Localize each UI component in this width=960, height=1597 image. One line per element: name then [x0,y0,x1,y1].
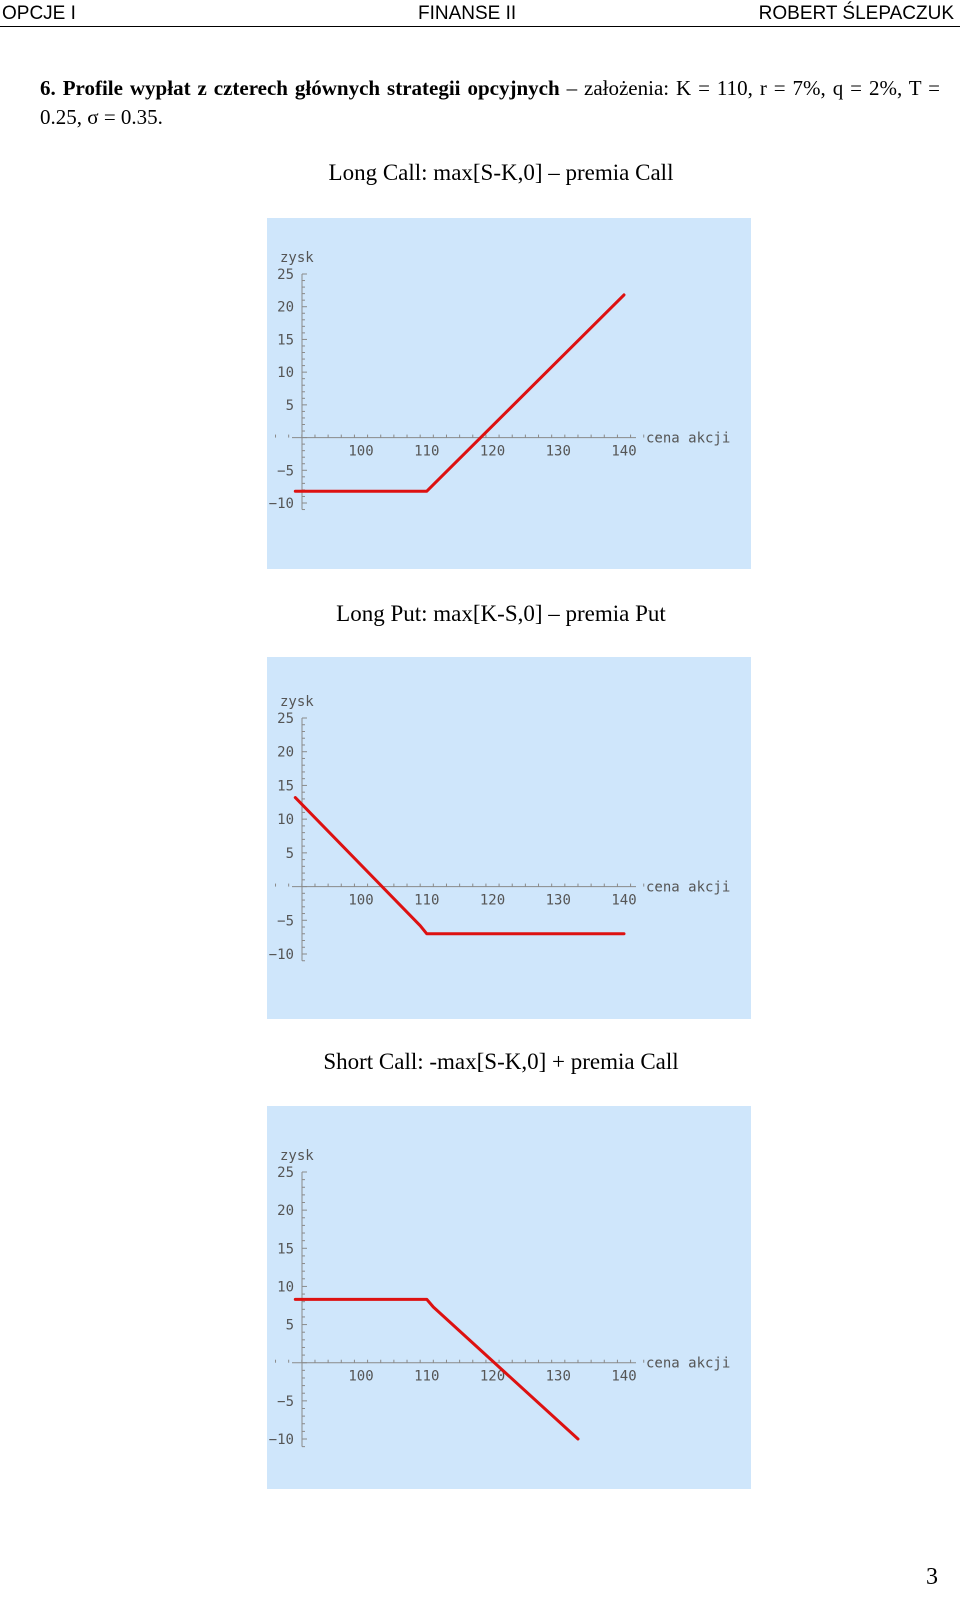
y-tick-label: −5 [277,1394,294,1410]
chart-short-call: −10 −5 5 10 15 20 25 zysk 100 110 120 130 140 cena ak… [267,1106,751,1489]
y-tick-label: 5 [286,1318,294,1334]
section-number: 6. [40,76,56,100]
y-tick-label: 15 [277,332,294,348]
payoff-line [293,796,626,936]
payoff-line [293,293,626,493]
header-divider [0,26,960,27]
x-tick-label: 130 [546,444,571,460]
x-axis-label: cena akcji [646,431,730,447]
header-center: FINANSE II [418,3,517,24]
x-tick-label: 100 [348,444,373,460]
y-tick-label: 10 [277,812,294,828]
chart-title-long-call: Long Call: max[S-K,0] – premia Call [328,160,674,185]
x-tick-label: 140 [611,893,636,909]
y-axis-label: zysk [280,250,314,266]
y-tick-label: 25 [277,711,294,727]
page-header: OPCJE I FINANSE II ROBERT ŚLEPACZUK [0,0,960,26]
y-tick-label: 20 [277,745,294,761]
x-tick-label: 120 [480,1369,505,1385]
y-tick-label: 25 [277,267,294,283]
y-tick-label: 20 [277,1203,294,1219]
chart-title-short-call: Short Call: -max[S-K,0] + premia Call [323,1049,679,1074]
y-tick-label: 25 [277,1165,294,1181]
x-tick-label: 130 [546,1369,571,1385]
x-tick-label: 100 [348,893,373,909]
y-tick-label: 10 [277,365,294,381]
x-tick-label: 140 [611,444,636,460]
chart-long-put: −10 −5 5 10 15 20 25 zysk 100 110 120 130 140 cena ak… [267,657,751,1019]
y-axis-label: zysk [280,1148,314,1164]
chart-long-call: −10 −5 5 10 15 20 25 zysk 100 110 120 130 140 cena ak… [267,218,751,569]
y-tick-label: −5 [277,913,294,929]
section-title: Profile wypłat z czterech głównych strat… [62,76,560,100]
y-tick-label: 5 [286,398,294,414]
x-axis-label: cena akcji [646,880,730,896]
x-axis-label: cena akcji [646,1356,730,1372]
y-tick-label: 5 [286,846,294,862]
section-assumptions: – założenia: K = 110, r = 7%, q = 2%, T … [40,76,940,129]
x-tick-label: 110 [414,893,439,909]
y-tick-label: −10 [269,496,294,512]
chart-title-long-put: Long Put: max[K-S,0] – premia Put [336,601,666,626]
y-tick-label: 15 [277,778,294,794]
header-right: ROBERT ŚLEPACZUK [758,3,954,24]
x-tick-label: 120 [480,893,505,909]
y-tick-label: −10 [269,947,294,963]
section-heading: 6. Profile wypłat z czterech głównych st… [40,74,940,132]
x-tick-label: 100 [348,1369,373,1385]
x-tick-label: 130 [546,893,571,909]
x-tick-label: 120 [480,444,505,460]
x-tick-label: 140 [611,1369,636,1385]
page-number: 3 [926,1564,938,1590]
y-tick-label: 15 [277,1241,294,1257]
x-tick-label: 110 [414,1369,439,1385]
header-left: OPCJE I [2,3,76,24]
y-axis-label: zysk [280,694,314,710]
x-tick-label: 110 [414,444,439,460]
y-tick-label: −10 [269,1432,294,1448]
y-tick-label: 20 [277,300,294,316]
y-tick-label: −5 [277,463,294,479]
payoff-line [293,1297,580,1441]
y-tick-label: 10 [277,1279,294,1295]
